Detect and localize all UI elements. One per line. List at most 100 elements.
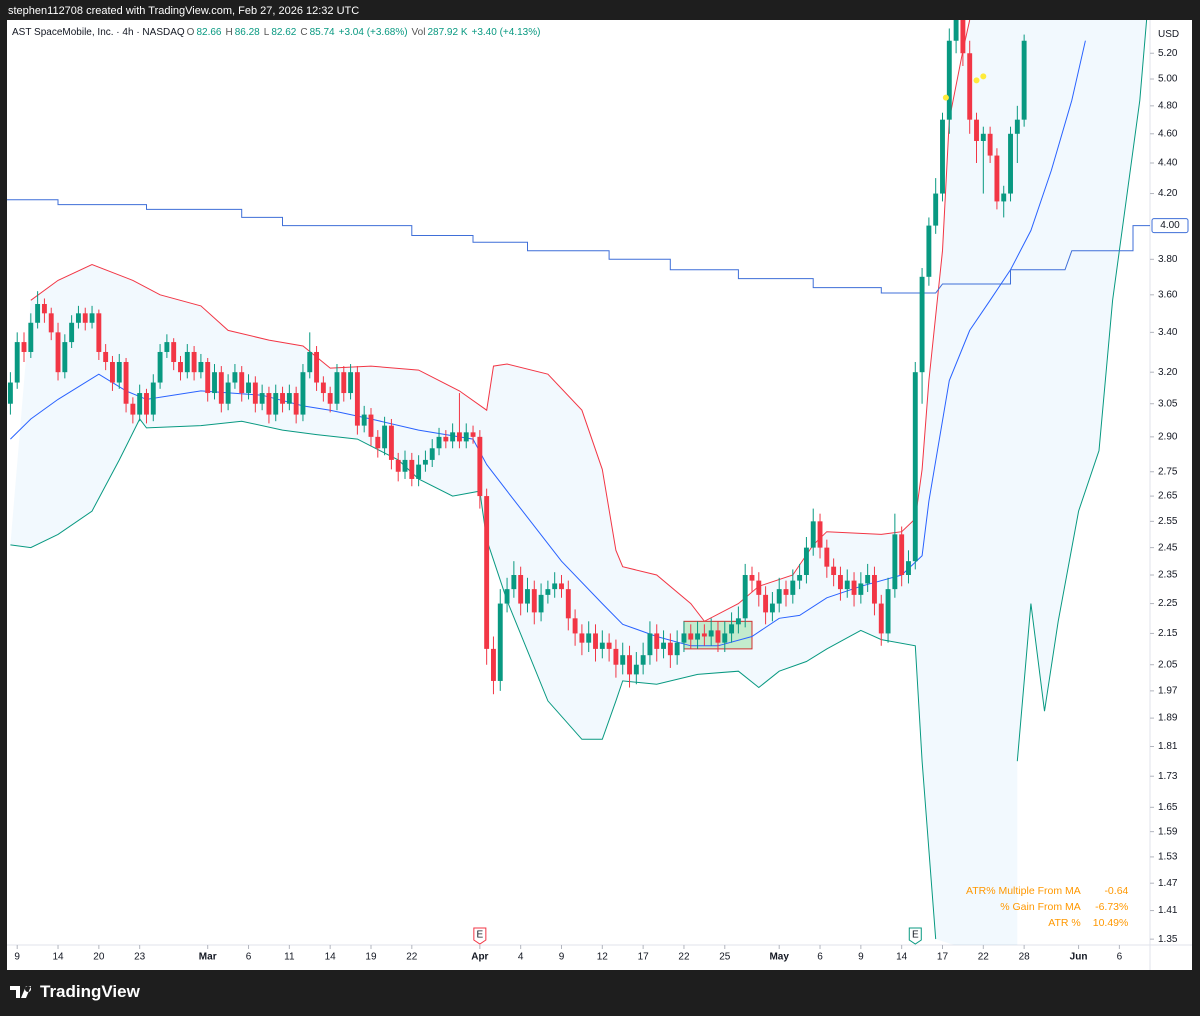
candle-body <box>763 594 769 613</box>
y-tick-label: 3.60 <box>1158 289 1178 300</box>
y-tick-label: 2.55 <box>1158 516 1178 527</box>
candle-body <box>661 642 666 649</box>
y-tick-label: 3.20 <box>1158 367 1178 378</box>
price-tag <box>1151 218 1189 234</box>
candle-body <box>456 432 462 442</box>
marker-dot <box>980 73 987 80</box>
x-tick-label: 9 <box>14 952 20 963</box>
x-tick-label: 22 <box>978 952 990 963</box>
candle-body <box>246 382 251 394</box>
candle-body <box>674 642 680 656</box>
candle-body <box>35 304 41 323</box>
chart: 5.20 5.00 4.80 4.60 4.40 4.20 3.80 3.60 3.40 3.20… <box>7 20 1192 970</box>
quote-value: 85.74 <box>309 27 335 38</box>
y-tick-label: 2.75 <box>1158 466 1178 477</box>
candle-body <box>402 459 408 472</box>
y-tick-label: 4.80 <box>1158 100 1178 111</box>
candle-body <box>103 351 109 363</box>
candle-body <box>184 351 190 373</box>
x-tick-label: May <box>769 952 789 963</box>
quote-key: C <box>300 27 308 38</box>
y-tick-label: 2.05 <box>1158 659 1178 670</box>
candle-body <box>266 393 272 415</box>
y-tick-label: 5.20 <box>1158 48 1178 59</box>
x-tick-label: 23 <box>134 952 146 963</box>
candle-body <box>41 304 47 314</box>
x-tick-label: 11 <box>284 952 295 963</box>
candle-body <box>62 342 68 373</box>
candle-body <box>878 603 884 634</box>
candle-body <box>157 351 163 383</box>
candle-body <box>82 313 88 323</box>
table-cell: ATR % <box>1048 917 1081 929</box>
logo <box>10 986 32 998</box>
candle-body <box>933 193 939 226</box>
candle-body <box>293 393 299 415</box>
candle-body <box>212 372 217 394</box>
table-cell: -0.64 <box>1104 885 1129 897</box>
y-tick-label: 1.47 <box>1158 878 1178 889</box>
info-table: ATR% Multiple From MA -0.64 % Gain From MA… <box>960 883 1134 931</box>
candle-body <box>620 655 626 665</box>
candle-body <box>729 624 735 634</box>
candle-body <box>518 575 524 604</box>
table-cell: % Gain From MA <box>1000 901 1081 913</box>
candle-body <box>409 459 415 479</box>
candle-body <box>21 342 27 352</box>
candle-body <box>218 372 224 404</box>
candle-body <box>906 561 911 576</box>
x-tick-label: 17 <box>638 952 650 963</box>
x-tick-label: 14 <box>896 952 908 963</box>
candle-body <box>348 372 354 394</box>
candle-body <box>1001 193 1007 202</box>
table-row: ATR% Multiple From MA -0.64 <box>960 883 1134 899</box>
indicator-line <box>7 199 1150 294</box>
candle-body <box>885 589 891 634</box>
candle-body <box>545 589 551 595</box>
candle-body <box>327 393 333 404</box>
candle-body <box>150 382 156 415</box>
candle-body <box>552 583 558 590</box>
y-tick-label: 1.53 <box>1158 852 1178 863</box>
candle-body <box>477 436 483 497</box>
candle-body <box>225 382 231 404</box>
x-tick-label: 22 <box>406 952 418 963</box>
table-cell: 10.49% <box>1092 917 1129 929</box>
candle-body <box>974 119 979 141</box>
event-label: E <box>477 930 484 941</box>
candle-body <box>178 362 183 373</box>
y-tick-label: 4.60 <box>1158 128 1178 139</box>
candle-body <box>252 382 258 404</box>
candle-body <box>946 40 952 120</box>
y-tick-label: 4.40 <box>1158 158 1178 169</box>
x-tick-label: 20 <box>93 952 105 963</box>
y-tick-label: 1.73 <box>1158 771 1178 782</box>
candle-body <box>572 618 578 634</box>
candle-body <box>334 372 340 404</box>
candle-body <box>735 618 741 625</box>
candle-body <box>688 633 694 640</box>
candle-body <box>776 589 782 604</box>
candle-body <box>701 633 707 637</box>
candle-body <box>239 372 245 394</box>
x-tick-label: 17 <box>937 952 949 963</box>
candle-body <box>538 594 544 613</box>
quote-key: L <box>263 27 270 38</box>
quote-value: 287.92 K <box>427 27 468 38</box>
y-tick-label: 3.80 <box>1158 254 1178 265</box>
candle-body <box>980 133 986 141</box>
y-tick-label: 5.00 <box>1158 74 1178 85</box>
candle-body <box>48 313 54 333</box>
candle-body <box>164 342 170 352</box>
candle-body <box>742 575 748 619</box>
candle-body <box>137 393 143 415</box>
y-tick-label: 1.81 <box>1158 741 1178 752</box>
price-tag-label: 4.00 <box>1160 220 1180 231</box>
candle-body <box>797 575 803 581</box>
event-label: E <box>912 930 919 941</box>
candle-body <box>613 648 619 665</box>
candle-body <box>858 583 864 595</box>
symbol: AST SpaceMobile, Inc. · 4h · NASDAQ <box>12 27 185 38</box>
candle-body <box>987 133 993 156</box>
table: ATR% Multiple From MA -0.64 % Gain From MA… <box>960 883 1134 931</box>
